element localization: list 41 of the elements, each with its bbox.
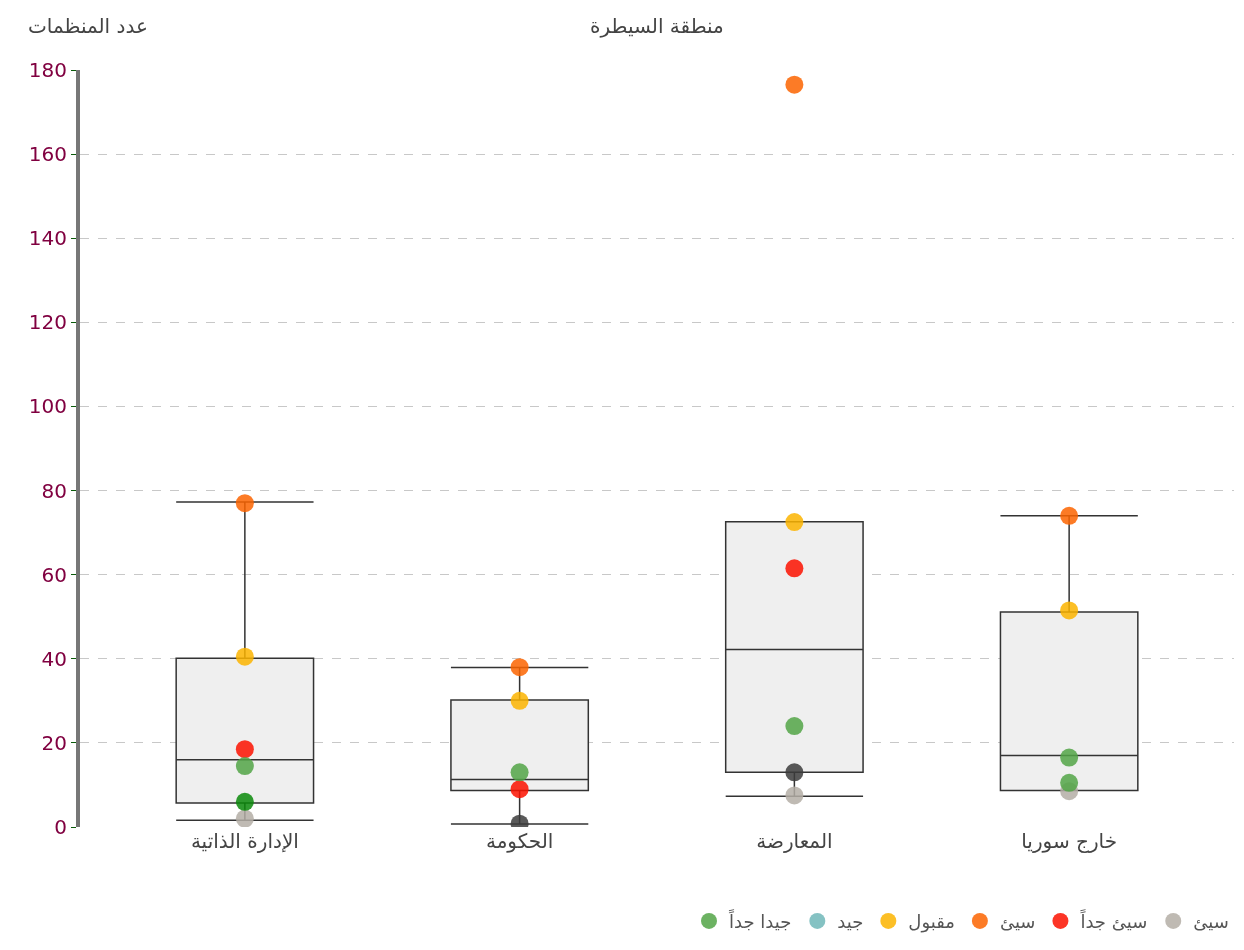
point <box>1060 748 1079 767</box>
x-tick-label: المعارضة <box>756 829 833 853</box>
x-tick-label: الإدارة الذاتية <box>190 829 299 853</box>
y-tick-label: 80 <box>41 478 67 503</box>
y-tick-label: 0 <box>54 815 67 839</box>
legend-label: سيئ جداً <box>1079 908 1148 932</box>
y-axis-title: عدد المنظمات <box>28 14 148 38</box>
y-tick-label: 40 <box>41 646 67 671</box>
y-tick-label: 180 <box>28 58 67 82</box>
point <box>785 763 804 782</box>
legend-label: مقبول <box>908 910 955 933</box>
point <box>1060 601 1079 620</box>
point <box>785 786 804 805</box>
point <box>235 740 254 759</box>
y-tick-label: 60 <box>41 562 67 587</box>
point <box>235 792 254 811</box>
point <box>235 809 254 827</box>
legend-label: جيد <box>837 910 864 932</box>
y-tick-label: 20 <box>41 730 67 755</box>
point <box>235 494 254 513</box>
point <box>510 763 529 782</box>
point <box>1060 506 1079 525</box>
point <box>785 559 804 578</box>
point <box>785 717 804 736</box>
x-tick-label: خارج سوريا <box>1021 829 1118 853</box>
legend-label: جيدا جداً <box>728 908 792 932</box>
x-tick-label: الحكومة <box>485 829 554 853</box>
x-axis-title: منطقة السيطرة <box>590 14 724 38</box>
y-tick-label: 100 <box>28 394 67 419</box>
y-tick-label: 120 <box>28 310 67 335</box>
point <box>235 757 254 776</box>
point <box>785 513 804 532</box>
point <box>235 647 254 666</box>
legend-label: سيئ <box>1193 910 1229 932</box>
point <box>510 691 529 710</box>
y-tick-label: 160 <box>28 142 67 167</box>
y-tick-label: 140 <box>28 226 67 251</box>
point <box>510 658 529 677</box>
point <box>785 75 804 94</box>
legend-label: سيئ <box>999 910 1036 932</box>
point <box>510 780 529 799</box>
